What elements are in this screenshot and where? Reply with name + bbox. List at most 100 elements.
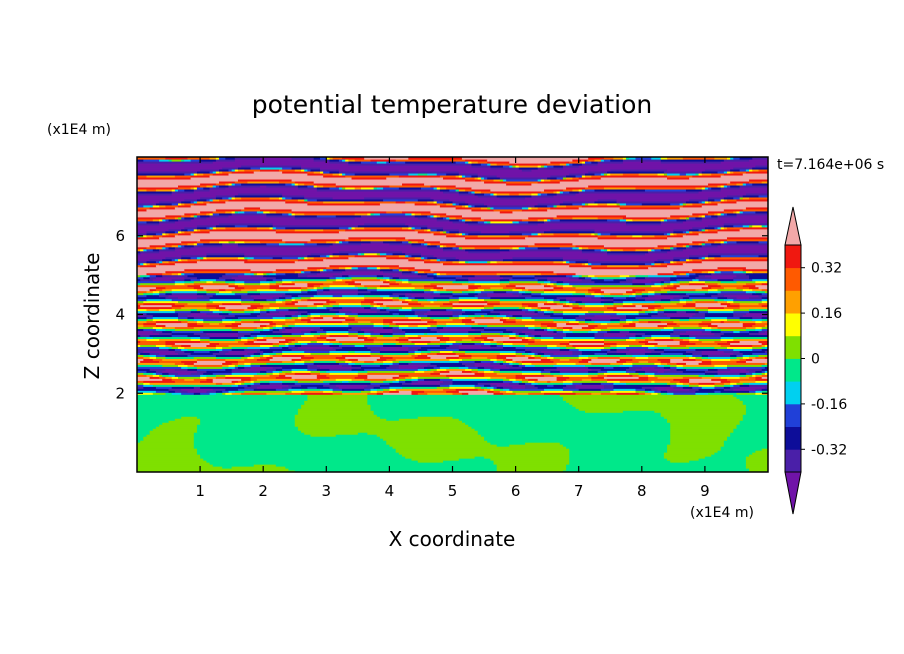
heatmap-cell <box>644 282 656 286</box>
heatmap-cell <box>635 322 668 326</box>
heatmap-cell <box>449 386 476 389</box>
heatmap-cell <box>222 466 233 469</box>
heatmap-cell <box>626 368 637 371</box>
heatmap-cell <box>146 370 157 373</box>
heatmap-cell <box>323 200 365 204</box>
heatmap-cell <box>178 244 182 248</box>
heatmap-cell <box>159 236 349 240</box>
heatmap-cell <box>474 386 482 389</box>
heatmap-cell <box>575 174 583 178</box>
heatmap-cell <box>398 326 428 330</box>
heatmap-cell <box>723 384 731 387</box>
heatmap-cell <box>269 284 280 288</box>
heatmap-cell <box>752 166 768 170</box>
heatmap-cell <box>137 404 302 407</box>
heatmap-cell <box>726 438 768 441</box>
heatmap-cell <box>603 338 627 342</box>
heatmap-cell <box>490 220 514 224</box>
heatmap-cell <box>323 172 334 176</box>
heatmap-cell <box>260 168 280 172</box>
heatmap-cell <box>427 352 438 355</box>
heatmap-cell <box>755 370 763 373</box>
heatmap-cell <box>174 380 201 383</box>
heatmap-cell <box>370 382 390 385</box>
heatmap-cell <box>569 162 573 166</box>
heatmap-cell <box>332 157 343 160</box>
heatmap-cell <box>723 224 734 228</box>
heatmap-cell <box>137 236 160 240</box>
heatmap-cell <box>361 328 394 332</box>
heatmap-cell <box>155 354 166 357</box>
heatmap-cell <box>335 276 346 280</box>
heatmap-cell <box>137 157 166 160</box>
heatmap-cell <box>739 302 760 306</box>
heatmap-cell <box>654 306 665 310</box>
heatmap-cell <box>285 300 293 304</box>
heatmap-cell <box>196 224 217 228</box>
heatmap-cell <box>155 320 182 324</box>
heatmap-cell <box>335 182 403 186</box>
heatmap-cell <box>247 256 255 260</box>
heatmap-cell <box>376 310 390 314</box>
heatmap-cell <box>553 308 614 312</box>
heatmap-cell <box>174 342 211 345</box>
heatmap-cell <box>626 314 652 318</box>
heatmap-cell <box>749 178 768 182</box>
heatmap-cell <box>443 190 460 194</box>
heatmap-cell <box>553 270 674 274</box>
heatmap-cell <box>357 314 406 318</box>
heatmap-cell <box>572 292 586 296</box>
heatmap-cell <box>253 320 274 324</box>
heatmap-cell <box>427 354 460 357</box>
heatmap-cell <box>626 316 637 320</box>
heatmap-cell <box>184 304 207 308</box>
heatmap-cell <box>395 338 409 342</box>
heatmap-cell <box>137 360 141 363</box>
heatmap-cell <box>294 360 305 363</box>
heatmap-cell <box>152 234 163 238</box>
heatmap-cell <box>749 354 760 357</box>
heatmap-cell <box>250 334 258 338</box>
heatmap-cell <box>556 302 564 306</box>
heatmap-cell <box>566 384 577 387</box>
heatmap-cell <box>660 328 674 332</box>
heatmap-cell <box>282 238 312 242</box>
heatmap-cell <box>152 384 233 387</box>
heatmap-cell <box>288 324 296 328</box>
heatmap-cell <box>260 364 308 367</box>
heatmap-cell <box>215 354 245 357</box>
heatmap-cell <box>266 362 296 365</box>
heatmap-cell <box>405 236 466 240</box>
heatmap-cell <box>603 310 640 314</box>
heatmap-cell <box>269 346 283 349</box>
heatmap-cell <box>521 168 532 172</box>
heatmap-cell <box>439 294 454 298</box>
heatmap-cell <box>581 162 599 166</box>
heatmap-cell <box>616 360 627 363</box>
heatmap-cell <box>496 466 567 469</box>
heatmap-cell <box>389 282 400 286</box>
heatmap-cell <box>761 348 768 351</box>
heatmap-cell <box>206 332 239 336</box>
heatmap-cell <box>174 260 198 264</box>
heatmap-cell <box>361 186 375 190</box>
heatmap-cell <box>578 354 589 357</box>
heatmap-cell <box>461 318 473 322</box>
heatmap-cell <box>455 242 536 246</box>
heatmap-cell <box>543 352 555 355</box>
heatmap-cell <box>676 218 687 222</box>
heatmap-cell <box>137 238 201 242</box>
heatmap-cell <box>256 326 264 330</box>
heatmap-cell <box>379 416 419 419</box>
heatmap-cell <box>200 418 296 421</box>
heatmap-cell <box>212 464 255 467</box>
heatmap-cell <box>278 242 305 246</box>
heatmap-cell <box>585 172 596 176</box>
heatmap-cell <box>521 232 532 236</box>
heatmap-cell <box>575 272 659 276</box>
heatmap-cell <box>301 430 479 433</box>
heatmap-cell <box>493 386 498 389</box>
heatmap-cell <box>155 232 163 236</box>
heatmap-cell <box>196 200 204 204</box>
heatmap-cell <box>603 294 630 298</box>
